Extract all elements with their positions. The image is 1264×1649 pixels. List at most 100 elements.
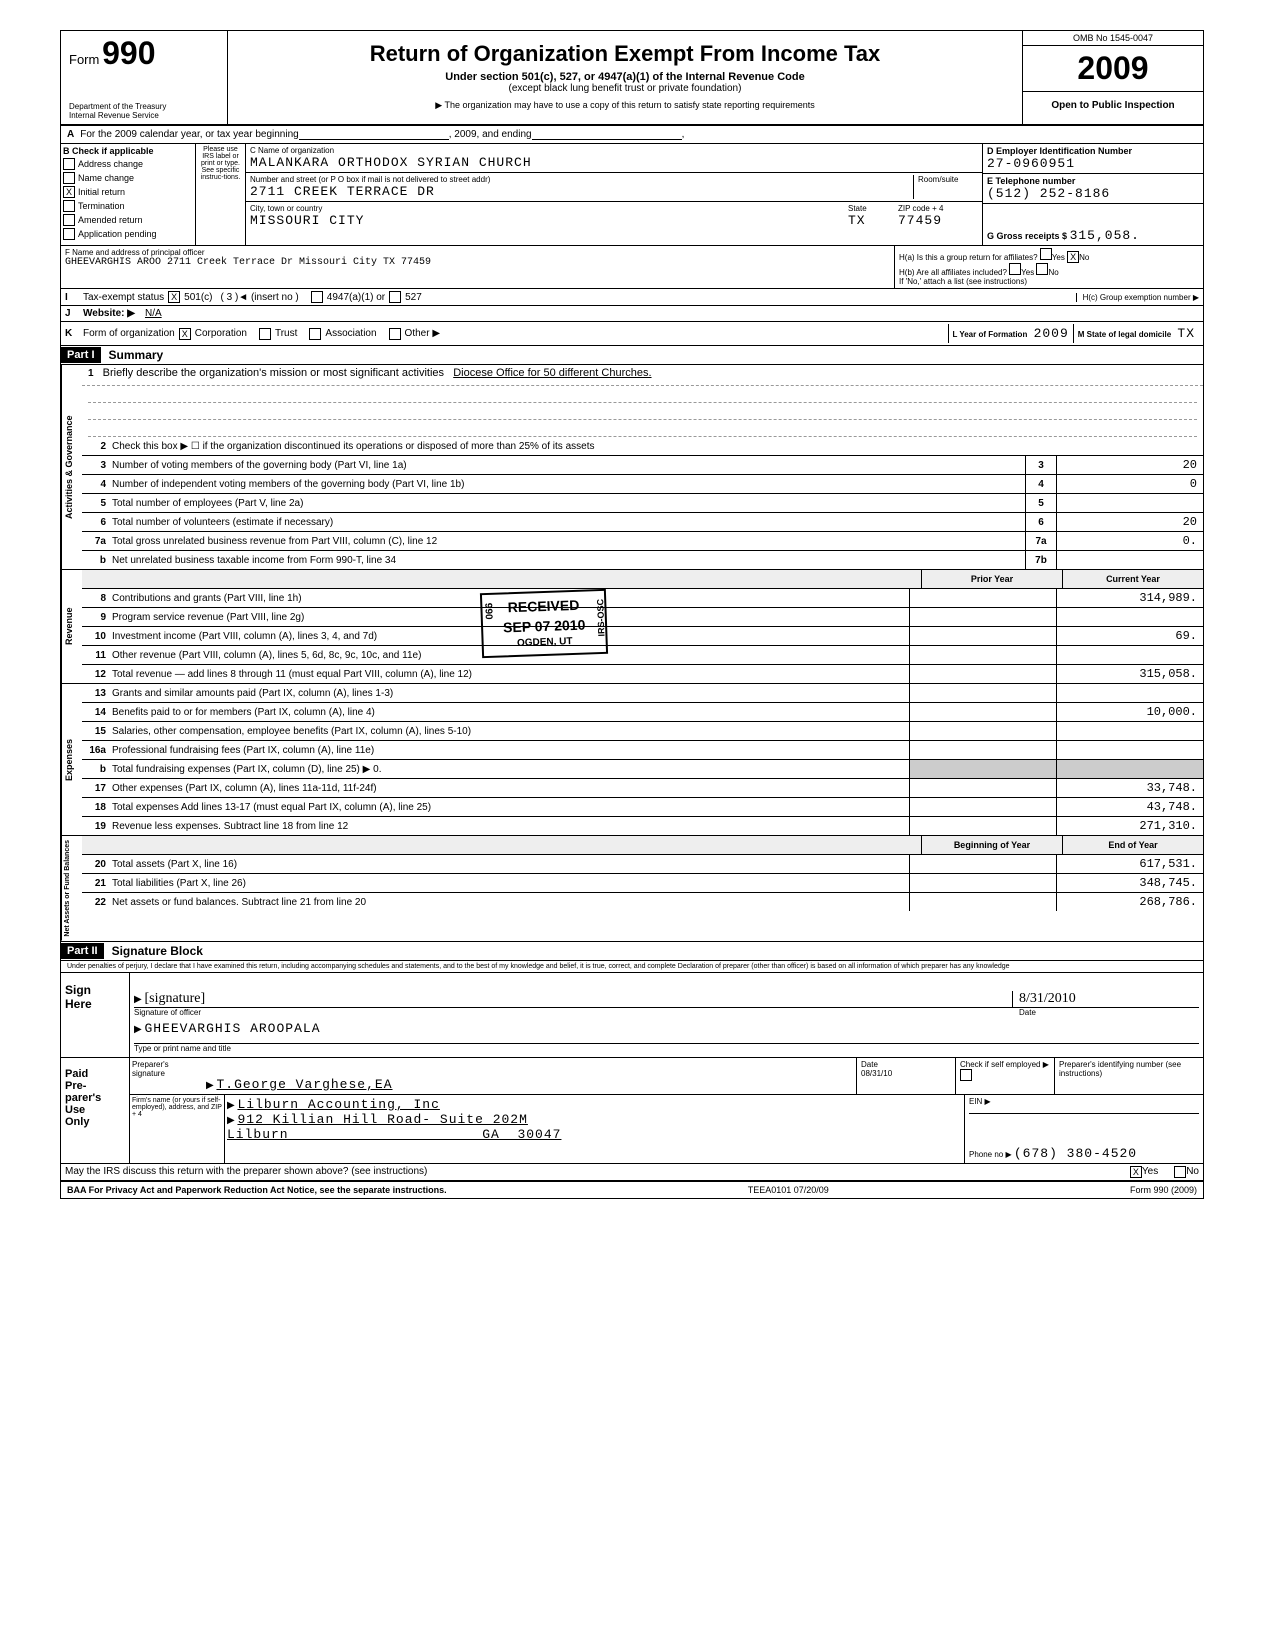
prior-val — [909, 703, 1056, 721]
name-title-label: Type or print name and title — [134, 1044, 1199, 1053]
subtitle-1: Under section 501(c), 527, or 4947(a)(1)… — [234, 71, 1016, 83]
hb-no: No — [1048, 268, 1058, 277]
summary-line: 9 Program service revenue (Part VIII, li… — [82, 608, 1203, 627]
curr-val: 43,748. — [1056, 798, 1203, 816]
line-num: 19 — [82, 821, 112, 832]
summary-line: 3 Number of voting members of the govern… — [82, 456, 1203, 475]
prior-val — [909, 741, 1056, 759]
year-box: OMB No 1545-0047 2009 Open to Public Ins… — [1023, 31, 1203, 124]
i-527-cb[interactable] — [389, 291, 401, 303]
street-label: Number and street (or P O box if mail is… — [250, 175, 913, 184]
line-num: 7a — [82, 536, 112, 547]
curr-val: 33,748. — [1056, 779, 1203, 797]
prior-val — [909, 722, 1056, 740]
form-header: Form 990 Department of the Treasury Inte… — [61, 31, 1203, 126]
cb-initial[interactable]: X — [63, 186, 75, 198]
cb-address[interactable] — [63, 158, 75, 170]
line-text: Salaries, other compensation, employee b… — [112, 724, 909, 739]
prior-val — [909, 589, 1056, 607]
ein-label: EIN ▶ — [969, 1097, 1199, 1114]
c-name-label: C Name of organization — [250, 146, 978, 155]
state-value: TX — [848, 213, 898, 228]
line-1: 1 Briefly describe the organization's mi… — [82, 365, 1203, 386]
k-other-cb[interactable] — [389, 328, 401, 340]
may-irs-label: May the IRS discuss this return with the… — [65, 1166, 1130, 1177]
summary-line: 17 Other expenses (Part IX, column (A), … — [82, 779, 1203, 798]
line-num: 3 — [82, 460, 112, 471]
summary-line: b Net unrelated business taxable income … — [82, 551, 1203, 569]
self-emp-label: Check if self employed ▶ — [960, 1060, 1049, 1069]
expenses-label: Expenses — [61, 684, 82, 835]
irs-label-col: Please use IRS label or print or type. S… — [196, 144, 246, 245]
prior-val — [909, 684, 1056, 702]
officer-name: GHEEVARGHIS AROOPALA — [144, 1021, 320, 1036]
teea-code: TEEA0101 07/20/09 — [748, 1185, 829, 1195]
part-2-label: Part II — [61, 943, 104, 959]
part-1-title: Summary — [101, 346, 172, 364]
line-text: Number of independent voting members of … — [112, 477, 1025, 492]
firm-addr: 912 Killian Hill Road- Suite 202M — [237, 1112, 527, 1127]
curr-val: 315,058. — [1056, 665, 1203, 683]
k-assoc-cb[interactable] — [309, 328, 321, 340]
may-no-cb[interactable] — [1174, 1166, 1186, 1178]
line-num: 14 — [82, 707, 112, 718]
i-501c-cb[interactable]: X — [168, 291, 180, 303]
part-1-header: Part I Summary — [61, 346, 1203, 365]
cb-app[interactable] — [63, 228, 75, 240]
summary-line: 4 Number of independent voting members o… — [82, 475, 1203, 494]
cb-amend[interactable] — [63, 214, 75, 226]
prior-val — [909, 627, 1056, 645]
line-box: 4 — [1025, 475, 1056, 493]
activities-section: Activities & Governance 1 Briefly descri… — [61, 365, 1203, 570]
row-i: I Tax-exempt status X 501(c) ( 3 )◄ (ins… — [61, 289, 1203, 306]
cb-name[interactable] — [63, 172, 75, 184]
m-box: M State of legal domicile TX — [1073, 324, 1199, 343]
line-num: 12 — [82, 669, 112, 680]
i-4947-cb[interactable] — [311, 291, 323, 303]
hb-no-cb[interactable] — [1036, 263, 1048, 275]
row-a-end: , — [682, 129, 685, 140]
summary-line: 6 Total number of volunteers (estimate i… — [82, 513, 1203, 532]
ha-no: No — [1079, 253, 1089, 262]
summary-line: 18 Total expenses Add lines 13-17 (must … — [82, 798, 1203, 817]
net-assets-label: Net Assets or Fund Balances — [61, 836, 82, 941]
line-box: 5 — [1025, 494, 1056, 512]
line-num: 4 — [82, 479, 112, 490]
cb-term[interactable] — [63, 200, 75, 212]
ha-yes: Yes — [1052, 253, 1065, 262]
end-year-header: End of Year — [1062, 836, 1203, 854]
curr-val: 69. — [1056, 627, 1203, 645]
hb-yes-cb[interactable] — [1009, 263, 1021, 275]
d-label: D Employer Identification Number — [987, 146, 1199, 156]
summary-line: 13 Grants and similar amounts paid (Part… — [82, 684, 1203, 703]
line-num: b — [82, 764, 112, 775]
line-box: 7a — [1025, 532, 1056, 550]
may-yes-cb[interactable]: X — [1130, 1166, 1142, 1178]
prior-val — [909, 893, 1056, 911]
ein-value: 27-0960951 — [987, 156, 1199, 171]
ha-yes-cb[interactable] — [1040, 248, 1052, 260]
k-trust-cb[interactable] — [259, 328, 271, 340]
line-text: Professional fundraising fees (Part IX, … — [112, 743, 909, 758]
prior-val — [909, 798, 1056, 816]
self-emp-cb[interactable] — [960, 1069, 972, 1081]
line-val: 0. — [1056, 532, 1203, 550]
room-label: Room/suite — [918, 175, 978, 184]
f-label: F Name and address of principal officer — [65, 248, 890, 257]
k-corp-cb[interactable]: X — [179, 328, 191, 340]
line-box: 6 — [1025, 513, 1056, 531]
curr-val: 10,000. — [1056, 703, 1203, 721]
omb-number: OMB No 1545-0047 — [1023, 31, 1203, 46]
k-other: Other ▶ — [405, 328, 440, 339]
line-1-label: Briefly describe the organization's miss… — [103, 367, 444, 379]
line-text: Total fundraising expenses (Part IX, col… — [112, 762, 909, 777]
prior-val — [909, 874, 1056, 892]
i-527: 527 — [405, 292, 422, 303]
may-no: No — [1186, 1166, 1199, 1177]
ha-no-cb[interactable]: X — [1067, 251, 1079, 263]
k-trust: Trust — [275, 328, 297, 339]
summary-line: 7a Total gross unrelated business revenu… — [82, 532, 1203, 551]
f-value: GHEEVARGHIS AROO 2711 Creek Terrace Dr M… — [65, 257, 890, 268]
sign-here-section: Sign Here ▶ [signature] 8/31/2010 Signat… — [61, 973, 1203, 1058]
may-irs-row: May the IRS discuss this return with the… — [61, 1164, 1203, 1182]
